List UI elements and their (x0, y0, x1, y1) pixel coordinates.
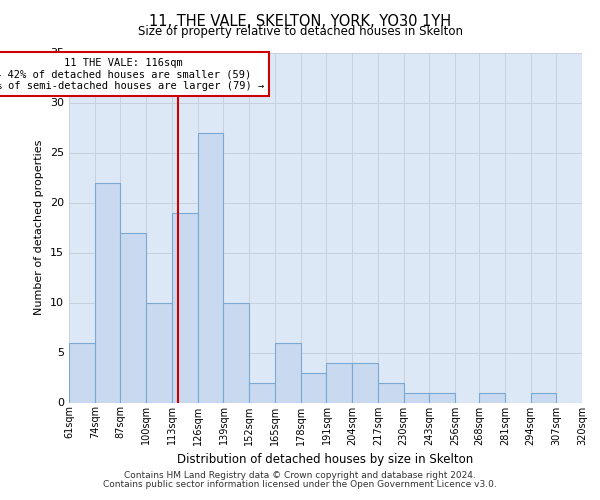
Text: Contains public sector information licensed under the Open Government Licence v3: Contains public sector information licen… (103, 480, 497, 489)
Bar (301, 372, 326, 402)
Bar (430, 392, 455, 402)
Bar (95, 182, 121, 402)
Bar (530, 392, 556, 402)
Bar (172, 212, 198, 402)
X-axis label: Distribution of detached houses by size in Skelton: Distribution of detached houses by size … (178, 453, 473, 466)
Bar (223, 302, 249, 402)
Text: 11, THE VALE, SKELTON, YORK, YO30 1YH: 11, THE VALE, SKELTON, YORK, YO30 1YH (149, 14, 451, 29)
Bar (275, 342, 301, 402)
Bar (146, 302, 172, 402)
Bar (198, 132, 223, 402)
Bar (378, 382, 404, 402)
Bar (352, 362, 378, 403)
Bar (249, 382, 275, 402)
Text: Contains HM Land Registry data © Crown copyright and database right 2024.: Contains HM Land Registry data © Crown c… (124, 471, 476, 480)
Bar (404, 392, 430, 402)
Bar (69, 342, 95, 402)
Bar (326, 362, 352, 403)
Text: 11 THE VALE: 116sqm
← 42% of detached houses are smaller (59)
57% of semi-detach: 11 THE VALE: 116sqm ← 42% of detached ho… (0, 58, 264, 90)
Bar (479, 392, 505, 402)
Text: Size of property relative to detached houses in Skelton: Size of property relative to detached ho… (137, 25, 463, 38)
Y-axis label: Number of detached properties: Number of detached properties (34, 140, 44, 315)
Bar (121, 232, 146, 402)
